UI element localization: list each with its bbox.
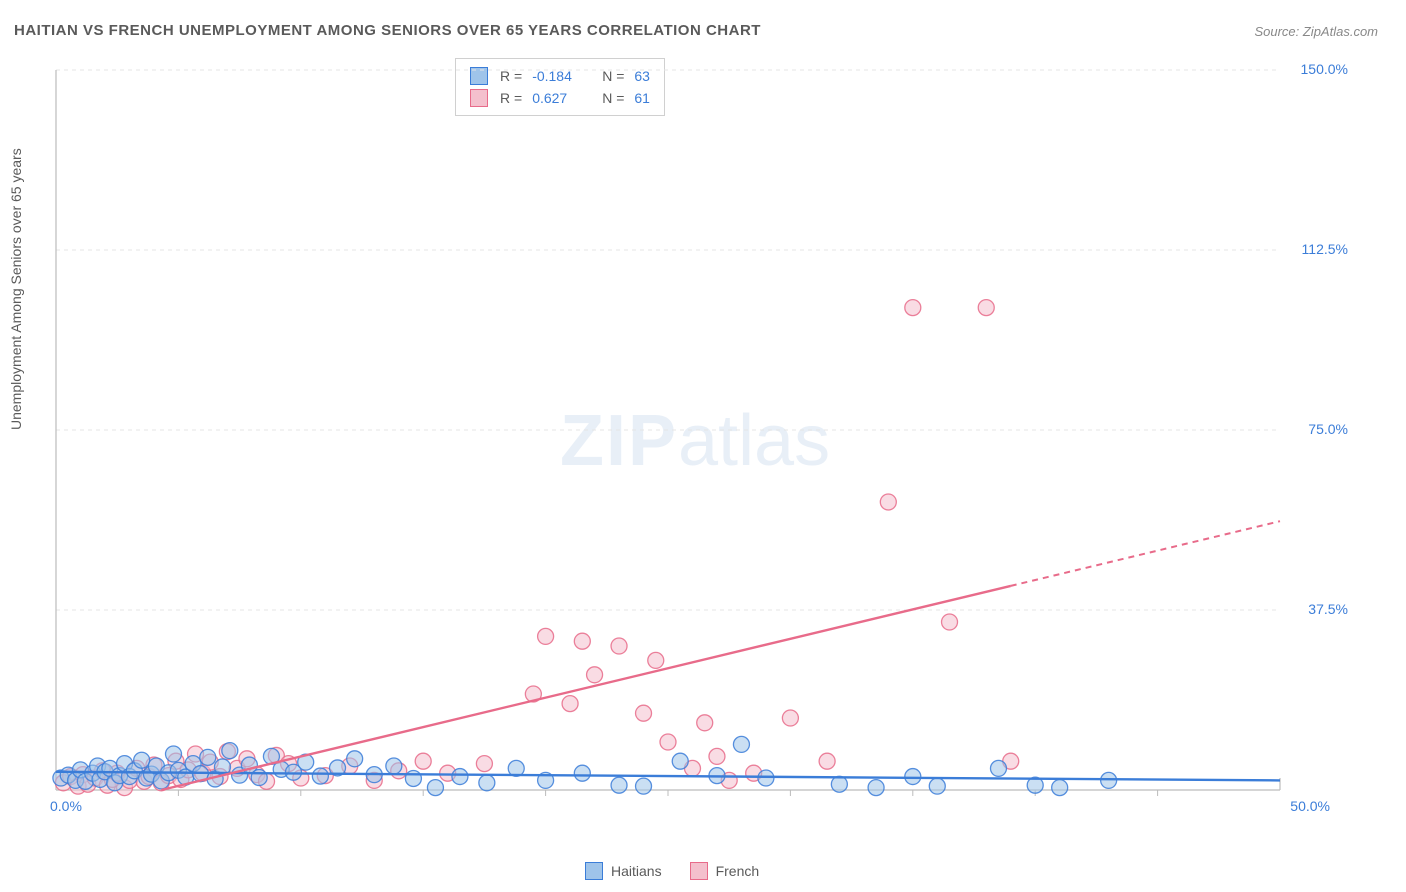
x-tick-label: 50.0%: [1290, 798, 1330, 814]
series-legend: Haitians French: [585, 862, 759, 880]
y-tick-label: 112.5%: [1302, 241, 1348, 257]
y-axis-label: Unemployment Among Seniors over 65 years: [8, 148, 24, 430]
swatch-haitians-icon: [585, 862, 603, 880]
legend-label-french: French: [716, 863, 760, 879]
legend-label-haitians: Haitians: [611, 863, 662, 879]
source-attribution: Source: ZipAtlas.com: [1254, 24, 1378, 39]
chart-title: HAITIAN VS FRENCH UNEMPLOYMENT AMONG SEN…: [14, 22, 761, 39]
scatter-plot-svg: [50, 60, 1350, 830]
x-tick-label: 0.0%: [50, 798, 82, 814]
y-tick-label: 37.5%: [1308, 601, 1348, 617]
y-tick-label: 150.0%: [1301, 61, 1348, 77]
legend-item-french: French: [690, 862, 760, 880]
chart-plot-area: 37.5% 75.0% 112.5% 150.0% 0.0% 50.0%: [50, 60, 1350, 830]
swatch-french-icon: [690, 862, 708, 880]
legend-item-haitians: Haitians: [585, 862, 662, 880]
y-tick-label: 75.0%: [1308, 421, 1348, 437]
